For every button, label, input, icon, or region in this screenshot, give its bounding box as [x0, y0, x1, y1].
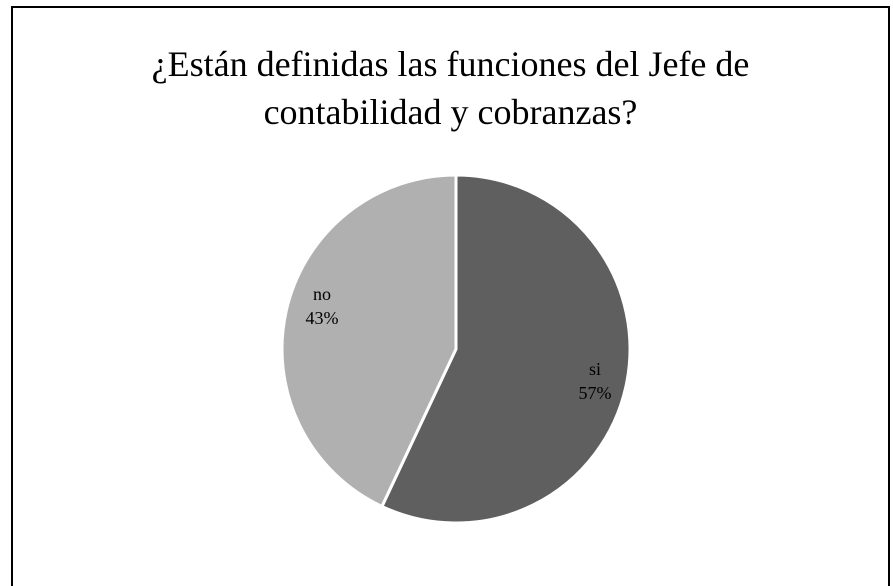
chart-title-line-1: ¿Están definidas las funciones del Jefe … — [151, 44, 750, 84]
slice-label-name-si: si — [589, 359, 601, 379]
pie-slice-no — [280, 173, 458, 508]
slice-label-percent-si: 57% — [579, 383, 612, 403]
chart-frame: ¿Están definidas las funciones del Jefe … — [11, 6, 890, 586]
pie-slice-si — [380, 173, 632, 525]
chart-title-line-2: contabilidad y cobranzas? — [263, 92, 638, 132]
slice-label-percent-no: 43% — [306, 308, 339, 328]
chart-title: ¿Están definidas las funciones del Jefe … — [13, 40, 888, 136]
slice-label-name-no: no — [313, 284, 331, 304]
